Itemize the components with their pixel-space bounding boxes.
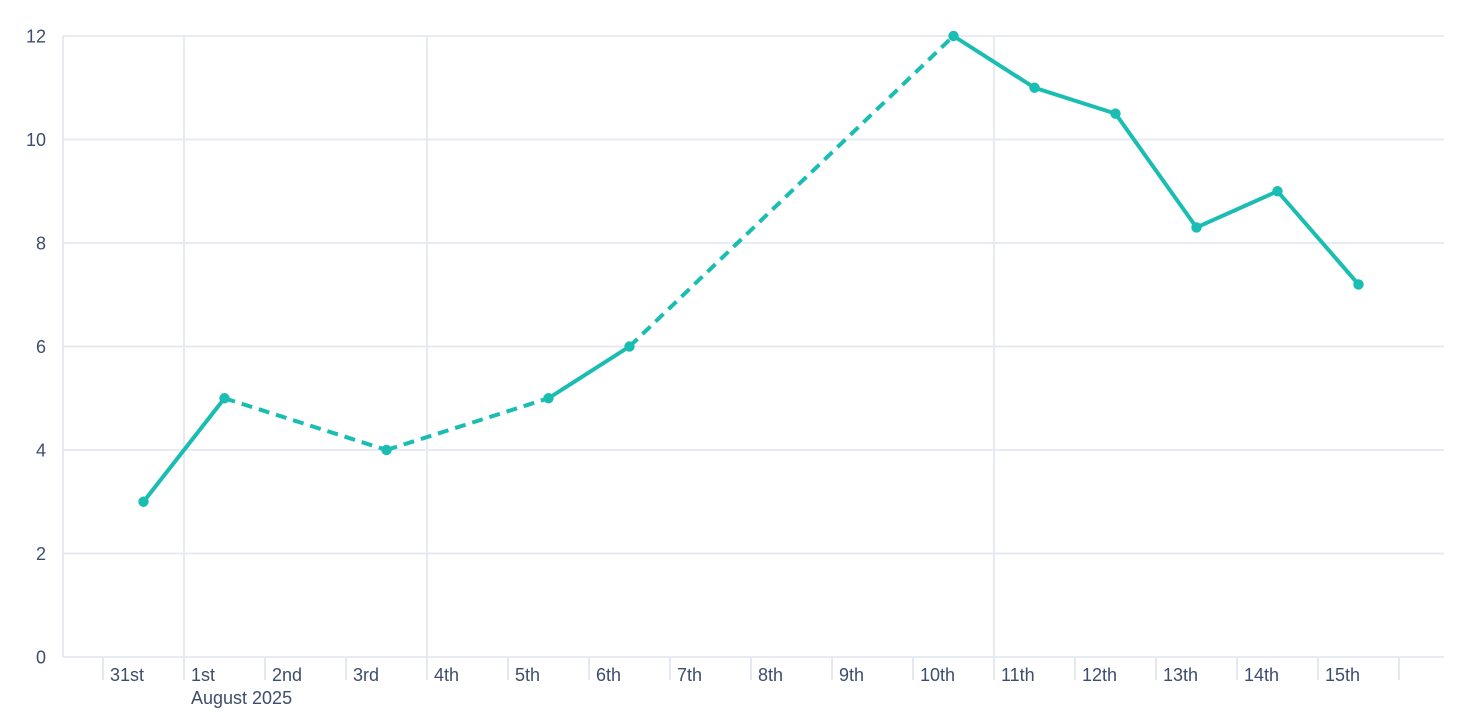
x-axis-label: 3rd <box>353 665 379 685</box>
x-axis-label: 1st <box>191 665 215 685</box>
y-axis-label: 0 <box>36 648 46 668</box>
data-point[interactable] <box>1272 186 1283 197</box>
series-line-segment-dashed <box>223 396 388 452</box>
series-line-segment-solid <box>1032 85 1118 116</box>
series-line-segment-solid <box>141 396 227 504</box>
x-axis-label: 12th <box>1082 665 1117 685</box>
series-line-segment-solid <box>951 34 1037 90</box>
y-axis-label: 2 <box>36 544 46 564</box>
series-line-segment-solid <box>1194 189 1280 230</box>
y-axis-label: 4 <box>36 441 46 461</box>
x-axis-label: 4th <box>434 665 459 685</box>
x-axis-label: 2nd <box>272 665 302 685</box>
x-axis-label: 8th <box>758 665 783 685</box>
x-axis-label: 10th <box>920 665 955 685</box>
data-point[interactable] <box>381 444 392 456</box>
data-point[interactable] <box>219 393 230 404</box>
series-line-segment-solid <box>546 344 632 401</box>
y-axis-label: 12 <box>26 27 46 47</box>
y-axis-label: 6 <box>36 337 46 357</box>
series-line-segment-solid <box>1113 111 1199 230</box>
x-axis-label: 6th <box>596 665 621 685</box>
x-axis-label: 14th <box>1244 665 1279 685</box>
series-line-segment-solid <box>1275 189 1361 287</box>
data-point[interactable] <box>948 30 959 42</box>
x-axis-label: 15th <box>1325 665 1360 685</box>
data-point[interactable] <box>1029 82 1040 93</box>
data-point[interactable] <box>1110 108 1121 119</box>
y-axis-label: 8 <box>36 234 46 254</box>
data-point[interactable] <box>543 393 554 404</box>
x-axis-label: 13th <box>1163 665 1198 685</box>
x-axis-label: 5th <box>515 665 540 685</box>
x-axis-label: 7th <box>677 665 702 685</box>
x-axis-month-label: August 2025 <box>191 688 292 708</box>
y-axis-label: 10 <box>26 130 46 150</box>
x-axis-label: 31st <box>110 665 144 685</box>
data-point[interactable] <box>138 496 149 507</box>
data-point[interactable] <box>624 341 635 352</box>
series-line-segment-dashed <box>385 396 550 452</box>
x-axis-label: 11th <box>1001 665 1035 685</box>
series-line-segment-dashed <box>628 34 955 348</box>
data-point[interactable] <box>1353 279 1364 290</box>
data-point[interactable] <box>1191 222 1202 233</box>
x-axis-label: 9th <box>839 665 864 685</box>
